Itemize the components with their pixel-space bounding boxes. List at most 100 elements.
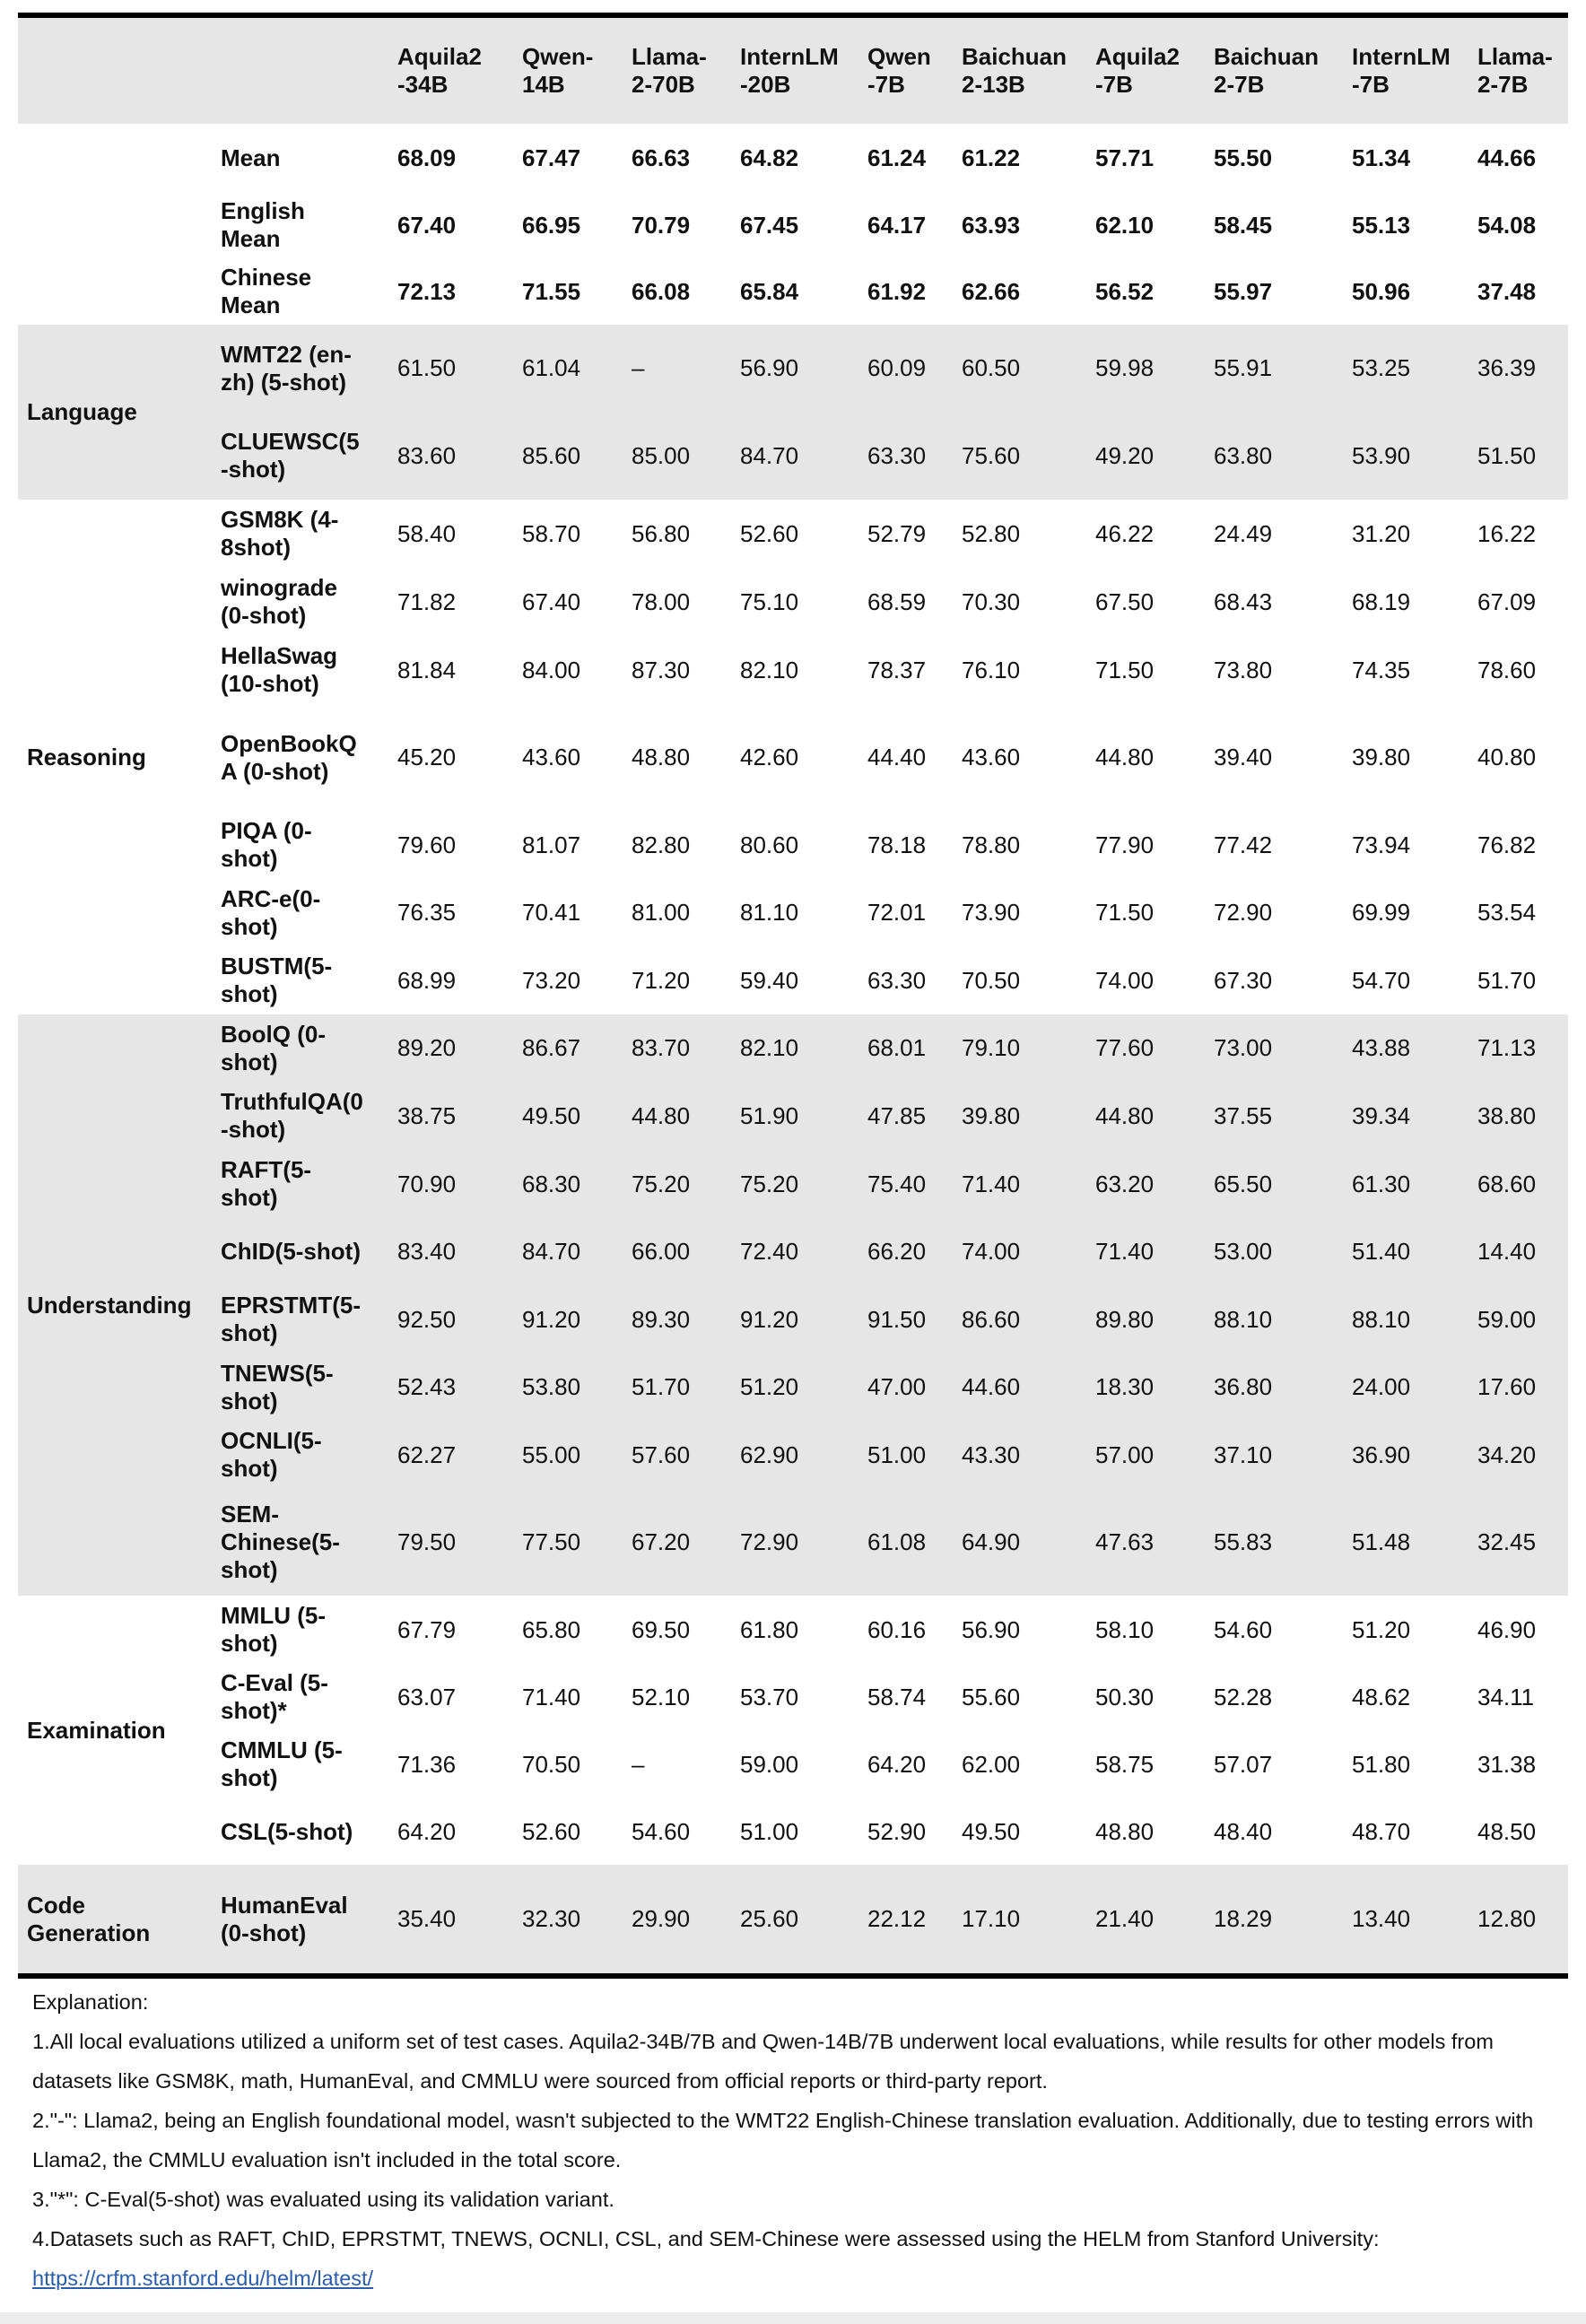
benchmark-name: Chinese Mean: [221, 264, 312, 318]
score-cell: 51.00: [858, 1421, 953, 1489]
score-cell: 73.80: [1214, 656, 1273, 683]
score-cell: 75.10: [740, 588, 799, 615]
score-cell: 77.60: [1086, 1014, 1205, 1082]
score-cell: 70.50: [522, 1750, 581, 1778]
category-cell: Examination: [27, 1716, 166, 1744]
score-cell: 74.00: [1095, 966, 1155, 994]
score-cell: 75.20: [731, 1150, 858, 1218]
score-cell: 66.08: [632, 277, 691, 305]
table-row: English Mean 67.40 66.95 70.79 67.45 64.17 63.…: [18, 192, 1568, 258]
bottom-strip: [0, 2312, 1586, 2324]
score-cell: 79.10: [953, 1014, 1086, 1082]
score-cell: 78.60: [1477, 656, 1537, 683]
explanation: Explanation: 1.All local evaluations uti…: [32, 1982, 1557, 2298]
benchmark-name: SEM- Chinese(5- shot): [212, 1489, 388, 1596]
score-cell: 82.80: [632, 831, 691, 858]
score-cell: 64.20: [397, 1817, 457, 1845]
score-cell: 44.66: [1477, 144, 1537, 171]
score-cell: 52.60: [740, 519, 799, 547]
table-row: Mean 68.09 67.47 66.63 64.82 61.24 61.22 57.71 5…: [18, 124, 1568, 192]
score-cell: 44.60: [953, 1353, 1086, 1421]
score-cell: 37.10: [1205, 1421, 1343, 1489]
score-cell: 68.99: [397, 966, 457, 994]
score-cell: 43.30: [953, 1421, 1086, 1489]
score-cell: 50.30: [1095, 1683, 1155, 1710]
explanation-line-2: 2."-": Llama2, being an English foundati…: [32, 2109, 1534, 2172]
score-cell: 74.35: [1352, 656, 1411, 683]
score-cell: 61.50: [388, 325, 513, 412]
score-cell: 71.40: [1086, 1218, 1205, 1285]
score-cell: 72.90: [731, 1489, 858, 1596]
score-cell: 81.84: [397, 656, 457, 683]
score-cell: 54.60: [632, 1817, 691, 1845]
benchmark-name: RAFT(5- shot): [212, 1150, 388, 1218]
score-cell: 66.63: [632, 144, 691, 171]
score-cell: 38.80: [1468, 1082, 1568, 1150]
score-cell: 48.80: [1095, 1817, 1155, 1845]
score-cell: 69.99: [1352, 899, 1411, 926]
column-header: Qwen- 14B: [513, 15, 623, 124]
score-cell: 68.30: [513, 1150, 623, 1218]
score-cell: 51.80: [1352, 1750, 1411, 1778]
score-cell: 67.20: [623, 1489, 731, 1596]
score-cell: 55.83: [1205, 1489, 1343, 1596]
score-cell: 39.80: [1352, 744, 1411, 770]
score-cell: 68.01: [858, 1014, 953, 1082]
score-cell: 92.50: [388, 1285, 513, 1353]
score-cell: 17.60: [1468, 1353, 1568, 1421]
score-cell: 81.10: [740, 899, 799, 926]
explanation-line-3: 3."*": C-Eval(5-shot) was evaluated usin…: [32, 2188, 614, 2211]
score-cell: 39.40: [1214, 744, 1273, 770]
score-cell: 63.80: [1205, 412, 1343, 500]
score-cell: 16.22: [1477, 519, 1537, 547]
score-cell: 82.10: [731, 1014, 858, 1082]
score-cell: 83.70: [623, 1014, 731, 1082]
score-cell: 49.50: [962, 1817, 1021, 1845]
score-cell: 67.40: [397, 211, 457, 239]
benchmark-name: Mean: [221, 144, 281, 171]
score-cell: 78.18: [867, 831, 927, 858]
table-row: OCNLI(5- shot) 62.27 55.00 57.60 62.90 51.00 4…: [18, 1421, 1568, 1489]
score-cell: 63.30: [858, 412, 953, 500]
score-cell: 57.00: [1086, 1421, 1205, 1489]
table-row: TruthfulQA(0 -shot) 38.75 49.50 44.80 51.90 4…: [18, 1082, 1568, 1150]
score-cell: 62.90: [731, 1421, 858, 1489]
score-cell: 77.90: [1095, 831, 1155, 858]
score-cell: 52.60: [522, 1817, 581, 1845]
table-row: Reasoning GSM8K (4- 8shot) 58.40 58.70 56.80…: [18, 500, 1568, 770]
score-cell: 35.40: [388, 1865, 513, 1976]
score-cell: 80.60: [740, 831, 799, 858]
table-row: RAFT(5- shot) 70.90 68.30 75.20 75.20 75.40 71…: [18, 1150, 1568, 1218]
score-cell: 51.70: [1477, 966, 1537, 994]
score-cell: 18.29: [1205, 1865, 1343, 1976]
score-cell: 51.20: [731, 1353, 858, 1421]
score-cell: 37.48: [1477, 277, 1537, 305]
score-cell: 44.80: [623, 1082, 731, 1150]
score-cell: 62.66: [962, 277, 1021, 305]
score-cell: 63.20: [1086, 1150, 1205, 1218]
score-cell: 55.60: [962, 1683, 1021, 1710]
header-blank: [212, 15, 388, 124]
score-cell: 86.67: [513, 1014, 623, 1082]
score-cell: 52.28: [1214, 1683, 1273, 1710]
score-cell: 70.50: [962, 966, 1021, 994]
score-cell: 60.16: [867, 1615, 927, 1643]
score-cell: 21.40: [1086, 1865, 1205, 1976]
score-cell: 70.90: [388, 1150, 513, 1218]
score-cell: 60.50: [953, 325, 1086, 412]
score-cell: 83.60: [388, 412, 513, 500]
score-cell: 57.07: [1214, 1750, 1273, 1778]
score-cell: 24.00: [1343, 1353, 1468, 1421]
score-cell: 67.45: [740, 211, 799, 239]
benchmark-name: GSM8K (4- 8shot): [221, 506, 339, 561]
score-cell: 64.20: [867, 1750, 927, 1778]
benchmark-name: TruthfulQA(0 -shot): [212, 1082, 388, 1150]
score-cell: 75.20: [623, 1150, 731, 1218]
benchmark-name: C-Eval (5- shot)*: [221, 1669, 328, 1724]
helm-link[interactable]: https://crfm.stanford.edu/helm/latest/: [32, 2267, 374, 2290]
score-cell: 71.50: [1095, 656, 1155, 683]
score-cell: 67.50: [1095, 588, 1155, 615]
table-row: ARC-e(0- shot) 76.35 70.41 81.00 81.10 72.01 7…: [18, 879, 1568, 946]
score-cell: 82.10: [740, 656, 799, 683]
benchmark-name: TNEWS(5- shot): [212, 1353, 388, 1421]
